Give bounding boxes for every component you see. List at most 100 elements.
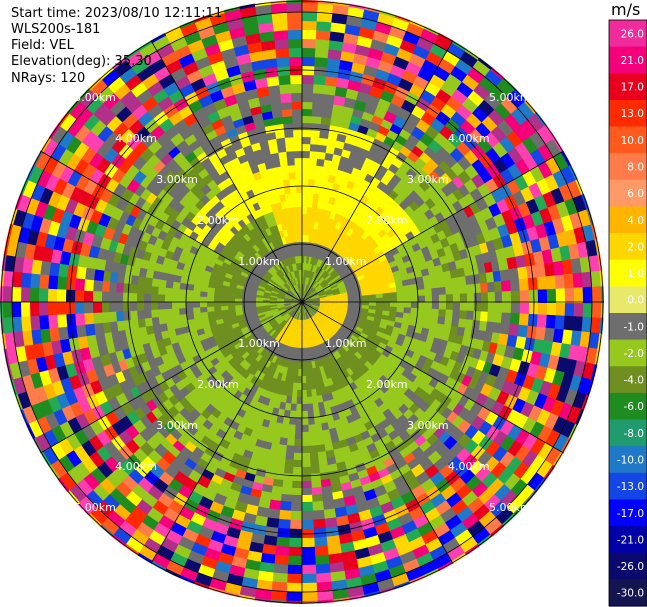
velocity-cell [217,270,227,277]
velocity-cell [22,404,38,424]
velocity-cell [272,264,280,272]
velocity-cell [272,340,279,349]
velocity-cell [322,315,330,322]
velocity-cell [185,301,194,309]
velocity-cell [422,274,431,284]
velocity-cell [230,278,239,285]
velocity-cell [332,182,341,192]
velocity-cell [483,456,500,473]
velocity-cell [282,274,289,282]
velocity-cell [358,261,367,269]
velocity-cell [311,280,318,288]
velocity-cell [344,576,363,590]
velocity-cell [503,473,521,492]
velocity-cell [250,227,259,237]
velocity-cell [315,29,332,41]
velocity-cell [305,382,312,391]
velocity-cell [353,547,371,560]
velocity-cell [234,304,243,310]
velocity-cell [251,112,265,123]
velocity-cell [237,99,251,112]
velocity-cell [410,307,419,315]
velocity-cell [285,323,291,331]
velocity-cell [156,492,174,508]
velocity-cell [302,74,315,85]
velocity-cell [90,118,108,137]
velocity-cell [206,296,215,302]
velocity-cell [110,261,121,273]
velocity-cell [55,392,70,410]
velocity-cell [407,151,420,164]
velocity-cell [490,332,500,345]
velocity-cell [289,353,294,362]
velocity-cell [446,192,459,206]
velocity-cell [266,260,274,268]
velocity-cell [319,279,327,286]
velocity-cell [300,306,302,314]
velocity-cell [32,244,45,261]
velocity-cell [256,337,265,345]
velocity-cell [302,108,313,117]
velocity-cell [495,390,510,407]
range-ring-label: 4.00km [448,460,490,473]
velocity-cell [324,442,334,452]
velocity-cell [295,354,300,363]
velocity-cell [236,492,251,505]
velocity-cell [317,401,325,411]
velocity-cell [330,160,340,170]
velocity-cell [265,427,275,437]
velocity-cell [333,323,341,330]
velocity-cell [220,297,229,302]
velocity-cell [467,67,486,85]
velocity-cell [438,309,447,318]
velocity-cell [319,260,326,269]
velocity-cell [248,304,257,308]
velocity-cell [283,409,291,418]
velocity-cell [317,451,327,460]
velocity-cell [285,395,293,404]
velocity-cell [283,303,292,305]
velocity-cell [266,282,275,288]
velocity-cell [302,171,310,180]
velocity-cell [318,351,324,360]
velocity-cell [332,243,339,252]
velocity-cell [357,247,366,256]
velocity-cell [312,305,320,309]
velocity-cell [395,542,413,557]
velocity-cell [438,294,447,303]
velocity-cell [271,248,279,257]
velocity-cell [415,276,425,285]
velocity-cell [380,118,394,131]
velocity-cell [396,291,405,298]
velocity-cell [140,199,153,213]
velocity-cell [182,60,200,76]
velocity-cell [269,303,278,306]
velocity-cell [384,345,394,354]
colorbar-swatch [609,153,647,181]
colorbar-swatch [609,73,647,101]
velocity-cell [245,277,254,283]
velocity-cell [487,281,496,293]
velocity-cell [279,277,286,285]
velocity-cell [223,338,232,347]
velocity-cell [332,360,340,369]
velocity-cell [164,433,178,446]
velocity-cell [247,436,258,447]
velocity-cell [467,377,479,391]
velocity-cell [234,230,244,240]
velocity-cell [80,439,97,457]
velocity-cell [433,426,446,440]
velocity-cell [487,291,496,303]
velocity-cell [294,150,303,159]
velocity-cell [227,297,236,302]
velocity-cell [294,227,299,236]
velocity-cell [90,78,109,97]
velocity-cell [185,295,194,302]
velocity-cell [213,467,227,479]
velocity-cell [264,262,272,270]
velocity-cell [82,357,95,373]
velocity-cell [274,333,281,341]
velocity-cell [231,82,247,95]
velocity-cell [473,292,482,303]
velocity-cell [484,131,501,149]
